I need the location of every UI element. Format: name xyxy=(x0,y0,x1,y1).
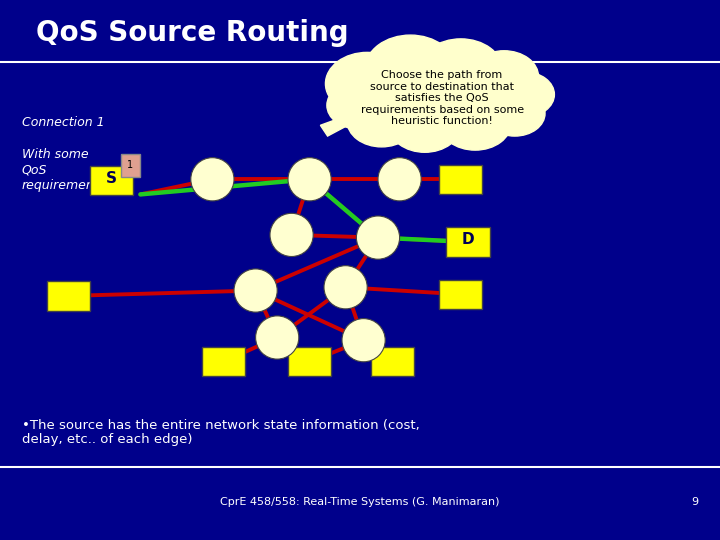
FancyBboxPatch shape xyxy=(446,227,490,256)
FancyBboxPatch shape xyxy=(288,347,331,376)
Text: With some
QoS
requirements: With some QoS requirements xyxy=(22,148,106,192)
Circle shape xyxy=(469,51,539,103)
Circle shape xyxy=(439,96,511,150)
FancyBboxPatch shape xyxy=(121,154,140,177)
Text: QoS Source Routing: QoS Source Routing xyxy=(36,19,348,47)
Ellipse shape xyxy=(191,158,234,201)
Circle shape xyxy=(325,52,409,115)
FancyBboxPatch shape xyxy=(439,165,482,194)
Ellipse shape xyxy=(256,316,299,359)
Text: S: S xyxy=(106,171,117,186)
Circle shape xyxy=(419,39,503,102)
Text: D: D xyxy=(462,232,474,247)
Circle shape xyxy=(327,82,390,129)
FancyBboxPatch shape xyxy=(352,63,535,130)
Ellipse shape xyxy=(342,319,385,362)
FancyBboxPatch shape xyxy=(47,281,90,310)
Circle shape xyxy=(347,95,416,147)
Text: 9: 9 xyxy=(691,497,698,507)
Ellipse shape xyxy=(324,266,367,309)
FancyBboxPatch shape xyxy=(371,347,414,376)
Ellipse shape xyxy=(288,158,331,201)
FancyBboxPatch shape xyxy=(90,166,133,195)
Circle shape xyxy=(494,72,554,117)
Text: CprE 458/558: Real-Time Systems (G. Manimaran): CprE 458/558: Real-Time Systems (G. Mani… xyxy=(220,497,500,507)
Circle shape xyxy=(389,98,461,152)
Ellipse shape xyxy=(378,158,421,201)
Polygon shape xyxy=(320,116,360,136)
Circle shape xyxy=(365,35,456,103)
Ellipse shape xyxy=(234,269,277,312)
Text: •The source has the entire network state information (cost,
delay, etc.. of each: •The source has the entire network state… xyxy=(22,418,419,447)
Text: Connection 1: Connection 1 xyxy=(22,116,104,129)
FancyBboxPatch shape xyxy=(439,280,482,309)
Ellipse shape xyxy=(356,216,400,259)
Text: Choose the path from
source to destination that
satisfies the QoS
requirements b: Choose the path from source to destinati… xyxy=(361,70,523,126)
Text: 1: 1 xyxy=(127,160,133,170)
FancyBboxPatch shape xyxy=(202,347,245,376)
Circle shape xyxy=(485,91,545,136)
Ellipse shape xyxy=(270,213,313,256)
